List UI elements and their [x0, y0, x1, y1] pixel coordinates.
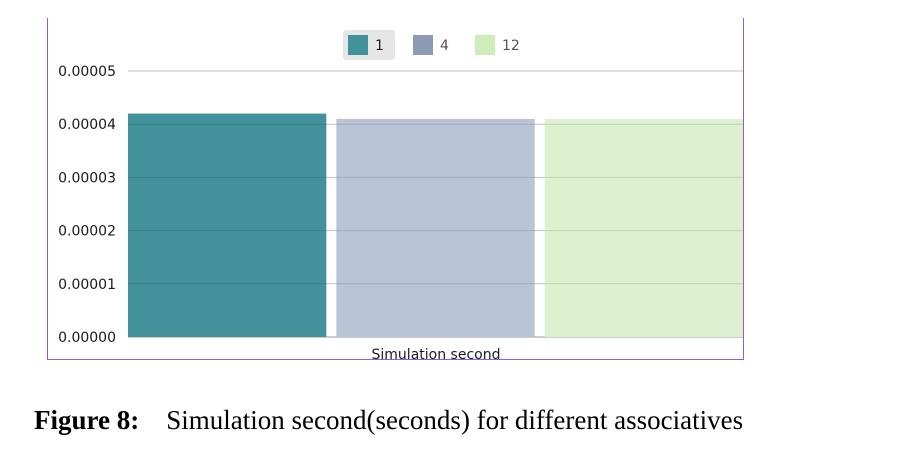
y-tick-label: 0.00004 — [58, 117, 116, 133]
legend-swatch — [413, 35, 433, 55]
legend-item-12[interactable]: 12 — [475, 35, 520, 55]
legend-label: 1 — [375, 38, 384, 54]
caption-spacer — [146, 405, 160, 435]
bars — [128, 70, 743, 337]
legend[interactable]: 1 4 12 — [343, 30, 520, 60]
legend-item-4[interactable]: 4 — [413, 35, 449, 55]
y-tick-label: 0.00002 — [58, 224, 116, 240]
y-tick-label: 0.00003 — [58, 170, 116, 186]
legend-swatch — [348, 35, 368, 55]
y-tick-label: 0.00001 — [58, 277, 116, 293]
y-axis: 0.00000 0.00001 0.00002 0.00003 0.00004 0.000… — [58, 64, 116, 346]
figure-caption: Figure 8: Simulation second(seconds) for… — [34, 405, 894, 436]
legend-item-1[interactable]: 1 — [343, 30, 395, 60]
chart-frame — [47, 18, 744, 360]
bar-series-12[interactable] — [544, 118, 743, 337]
bar-series-1[interactable] — [128, 113, 327, 337]
bar-series-4[interactable] — [336, 118, 535, 337]
legend-label: 4 — [440, 38, 449, 54]
y-tick-label: 0.00000 — [58, 330, 116, 346]
caption-text: Simulation second(seconds) for different… — [166, 405, 744, 435]
x-axis-label: Simulation second — [372, 347, 501, 363]
y-tick-label: 0.00005 — [58, 64, 116, 80]
figure-number: Figure 8: — [34, 405, 140, 435]
legend-swatch — [475, 35, 495, 55]
legend-label: 12 — [502, 38, 520, 54]
